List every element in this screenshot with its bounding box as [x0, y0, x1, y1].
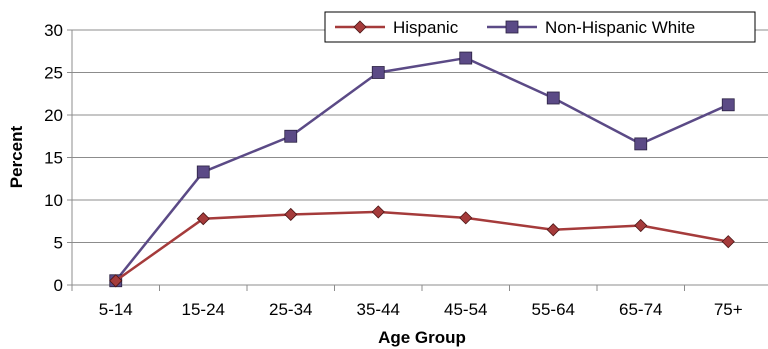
point-non-hispanic-white: [634, 137, 648, 151]
point-non-hispanic-white: [546, 91, 560, 105]
y-tick-label: 20: [44, 106, 63, 125]
y-axis-title: Percent: [7, 125, 26, 188]
point-hispanic: [284, 207, 298, 222]
legend: Hispanic Non-Hispanic White: [324, 11, 756, 43]
x-tick-label: 45-54: [444, 300, 487, 319]
point-non-hispanic-white: [284, 129, 298, 143]
series-group: [109, 51, 735, 288]
legend-box: [324, 11, 756, 43]
point-non-hispanic-white: [721, 98, 735, 112]
point-non-hispanic-white: [196, 165, 210, 179]
axes: [67, 29, 768, 291]
point-hispanic: [459, 211, 473, 225]
point-non-hispanic-white: [371, 66, 385, 79]
x-tick-label: 75+: [714, 300, 743, 319]
legend-swatch-marker: [505, 20, 519, 34]
y-tick-labels: 0 5 10 15 20 25 30: [44, 21, 63, 295]
point-hispanic: [634, 218, 648, 233]
legend-label: Non-Hispanic White: [545, 18, 695, 37]
point-hispanic: [371, 205, 385, 219]
legend-label: Hispanic: [393, 18, 459, 37]
y-tick-label: 25: [44, 64, 63, 83]
y-tick-label: 30: [44, 21, 63, 40]
series-non-hispanic-white: [109, 51, 735, 288]
y-tick-label: 5: [54, 234, 63, 253]
x-tick-label: 25-34: [269, 300, 312, 319]
point-hispanic: [721, 235, 735, 249]
line-hispanic: [115, 210, 729, 282]
y-tick-label: 0: [54, 276, 63, 295]
x-tick-label: 55-64: [532, 300, 575, 319]
y-tick-label: 15: [44, 149, 63, 168]
point-hispanic: [196, 212, 210, 226]
x-tick-label: 35-44: [357, 300, 400, 319]
legend-item-hispanic: Hispanic: [335, 18, 459, 37]
series-hispanic: [109, 205, 735, 288]
x-tick-label: 5-14: [99, 300, 133, 319]
x-tick-label: 65-74: [619, 300, 662, 319]
gridlines: [72, 29, 768, 243]
line-non-hispanic-white: [114, 56, 729, 282]
y-tick-label: 10: [44, 191, 63, 210]
point-hispanic: [109, 274, 123, 288]
point-hispanic: [546, 223, 560, 237]
legend-item-non-hispanic-white: Non-Hispanic White: [487, 18, 695, 37]
legend-swatch-marker: [353, 20, 367, 34]
x-tick-labels: 5-14 15-24 25-34 35-44 45-54 55-64 65-74 75+: [99, 300, 743, 319]
x-axis-title: Age Group: [378, 328, 466, 347]
x-tick-label: 15-24: [182, 300, 225, 319]
point-non-hispanic-white: [459, 51, 473, 65]
